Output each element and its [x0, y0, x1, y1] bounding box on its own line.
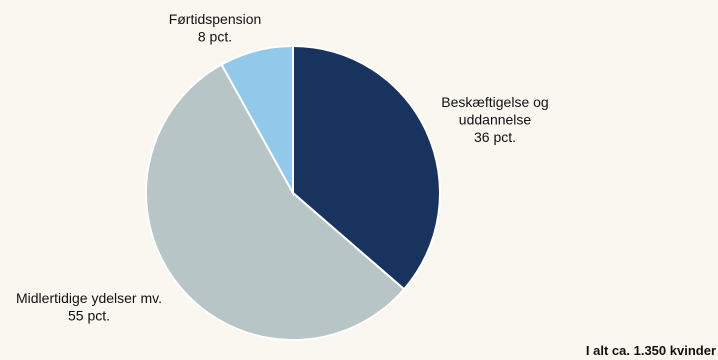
label-early-retirement: Førtidspension 8 pct.	[169, 11, 262, 45]
total-note: I alt ca. 1.350 kvinder	[585, 343, 716, 358]
slice-category-label: Beskæftigelse og	[441, 94, 548, 110]
label-employment-education: Beskæftigelse og uddannelse 36 pct.	[441, 94, 548, 145]
slice-category-label: Midlertidige ydelser mv.	[16, 290, 162, 306]
slice-value-label: 55 pct.	[68, 308, 110, 324]
slice-temporary-benefits	[145, 63, 406, 341]
slice-category-label: Førtidspension	[169, 11, 262, 27]
slice-employment-education	[292, 44, 441, 291]
label-temporary-benefits: Midlertidige ydelser mv. 55 pct.	[16, 290, 162, 324]
slice-category-label: uddannelse	[459, 112, 532, 128]
pie-slices	[145, 44, 441, 341]
slice-value-label: 8 pct.	[198, 29, 232, 45]
slice-early-retirement	[220, 44, 294, 197]
pie-labels: Beskæftigelse og uddannelse 36 pct. Midlert…	[16, 11, 549, 324]
slice-value-label: 36 pct.	[474, 129, 516, 145]
